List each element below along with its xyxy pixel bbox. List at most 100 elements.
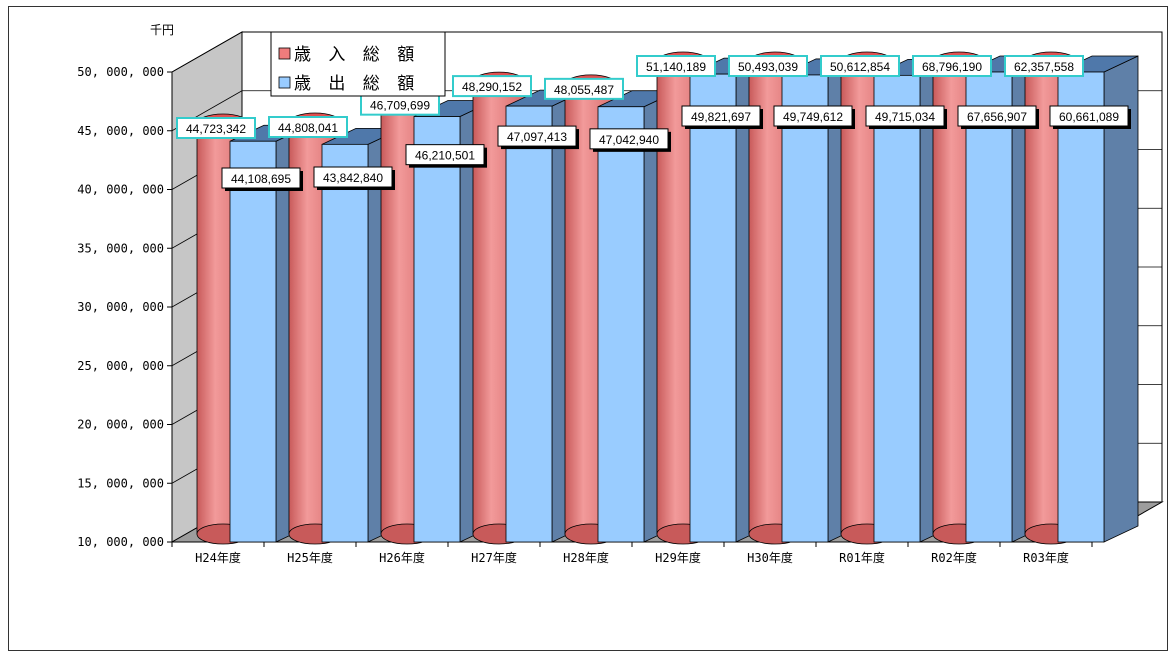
unit-label: 千円 — [150, 23, 174, 37]
data-label-expenditure: 67,656,907 — [957, 105, 1039, 129]
data-label-revenue-text: 50,493,039 — [738, 60, 798, 74]
data-label-revenue-box — [912, 55, 992, 77]
legend-swatch-revenue — [278, 47, 291, 60]
data-label-expenditure-box — [773, 105, 853, 127]
data-label-expenditure-text: 46,210,501 — [415, 149, 475, 163]
data-label-expenditure-text: 44,108,695 — [231, 172, 291, 186]
y-tick-label: 20, 000, 000 — [77, 418, 164, 432]
y-axis: 10, 000, 000 15, 000, 000 20, 000, 000 25, … — [77, 65, 173, 549]
y-tick-label: 15, 000, 000 — [77, 476, 164, 490]
data-label-expenditure: 43,842,840 — [313, 166, 395, 191]
bar-expenditure-front — [505, 105, 553, 543]
y-tick-label: 45, 000, 000 — [77, 124, 164, 138]
data-label-expenditure-text: 67,656,907 — [967, 110, 1027, 124]
data-label-revenue-box — [820, 55, 900, 77]
data-label-expenditure-box — [405, 144, 485, 166]
data-label-expenditure: 44,108,695 — [221, 167, 303, 192]
x-axis: H24年度 H25年度 H26年度 H27年度 H28年度 H29年度 H30年度 R01年度… — [171, 541, 1093, 565]
data-label-revenue: 48,055,487 — [544, 77, 624, 100]
x-tick-label: H25年度 — [287, 550, 333, 565]
data-label-expenditure-box — [1049, 105, 1129, 127]
data-label-revenue-box — [452, 75, 532, 98]
data-label-expenditure: 60,661,089 — [1049, 105, 1131, 129]
data-label-expenditure: 47,042,940 — [589, 128, 671, 152]
data-label-expenditure-text: 43,842,840 — [323, 171, 383, 185]
data-label-expenditure-text: 49,715,034 — [875, 110, 935, 124]
data-label-revenue-text: 48,055,487 — [554, 83, 614, 97]
data-label-revenue-text: 50,612,854 — [830, 60, 890, 74]
x-tick-label: H29年度 — [655, 550, 701, 565]
legend-label-revenue: 歳 入 総 額 — [294, 45, 420, 65]
bar-expenditure — [1057, 55, 1139, 543]
data-label-revenue-box — [268, 116, 348, 139]
legend-label-expenditure: 歳 出 総 額 — [294, 74, 420, 94]
y-tick-label: 10, 000, 000 — [77, 535, 164, 549]
data-label-revenue-box — [728, 55, 808, 77]
legend: 歳 入 総 額 歳 出 総 額 — [270, 31, 446, 97]
data-label-revenue-text: 48,290,152 — [462, 80, 522, 94]
y-tick-label: 35, 000, 000 — [77, 241, 164, 255]
data-label-expenditure-box — [313, 166, 393, 188]
x-tick-label: H28年度 — [563, 550, 609, 565]
data-label-expenditure-text: 47,042,940 — [599, 133, 659, 147]
data-label-revenue-box — [1004, 55, 1084, 77]
data-label-revenue-box — [636, 55, 716, 77]
data-label-revenue-text: 62,357,558 — [1014, 60, 1074, 74]
bar-expenditure-front — [413, 116, 461, 543]
data-label-expenditure-text: 49,821,697 — [691, 110, 751, 124]
y-tick-label: 50, 000, 000 — [77, 65, 164, 79]
data-label-revenue-text: 44,808,041 — [278, 121, 338, 135]
data-label-revenue-box — [176, 117, 256, 140]
data-label-revenue-box — [544, 77, 624, 100]
data-label-revenue: 44,723,342 — [176, 117, 256, 140]
data-label-revenue: 46,709,699 — [360, 93, 440, 116]
chart-canvas: 10, 000, 000 15, 000, 000 20, 000, 000 25, … — [77, 23, 1164, 565]
bar-expenditure-front — [229, 140, 277, 543]
data-labels: 44,723,342 44,108,695 44,808,041 43,842,840… — [176, 55, 1131, 192]
bar-expenditure-front — [689, 73, 737, 543]
x-tick-label: H30年度 — [747, 550, 793, 565]
bar-expenditure-front — [873, 74, 921, 543]
data-label-expenditure-box — [957, 105, 1037, 127]
data-label-expenditure: 49,821,697 — [681, 105, 763, 129]
legend-swatch-expenditure — [278, 76, 291, 89]
y-tick-label: 25, 000, 000 — [77, 359, 164, 373]
data-label-revenue-text: 44,723,342 — [186, 122, 246, 136]
data-label-expenditure-box — [681, 105, 761, 127]
bar-expenditure-front — [965, 71, 1013, 543]
bar-expenditure-front — [1057, 71, 1105, 543]
x-tick-label: R01年度 — [839, 550, 885, 565]
data-label-revenue: 68,796,190 — [912, 55, 992, 77]
data-label-revenue-text: 68,796,190 — [922, 60, 982, 74]
data-label-expenditure-box — [497, 125, 577, 147]
data-label-revenue: 62,357,558 — [1004, 55, 1084, 77]
y-tick-label: 30, 000, 000 — [77, 300, 164, 314]
x-tick-label: R03年度 — [1023, 550, 1069, 565]
data-label-expenditure: 49,715,034 — [865, 105, 947, 129]
data-label-expenditure: 46,210,501 — [405, 144, 487, 168]
data-label-revenue-text: 51,140,189 — [646, 60, 706, 74]
x-tick-label: H24年度 — [195, 550, 241, 565]
gridline-side — [171, 31, 243, 73]
bars — [196, 51, 1139, 545]
data-label-expenditure: 47,097,413 — [497, 125, 579, 150]
y-tick-label: 40, 000, 000 — [77, 183, 164, 197]
data-label-expenditure-text: 47,097,413 — [507, 130, 567, 144]
x-tick-label: R02年度 — [931, 550, 977, 565]
legend-box — [270, 31, 446, 97]
x-tick-label: H27年度 — [471, 550, 517, 565]
data-label-expenditure: 49,749,612 — [773, 105, 855, 129]
data-label-expenditure-box — [221, 167, 301, 189]
bar-expenditure-front — [781, 74, 829, 543]
data-label-revenue-text: 46,709,699 — [370, 99, 430, 113]
data-label-expenditure-box — [865, 105, 945, 127]
bar-expenditure-front — [597, 106, 645, 543]
data-label-revenue: 44,808,041 — [268, 116, 348, 139]
data-label-revenue: 51,140,189 — [636, 55, 716, 77]
bar-expenditure-front — [321, 143, 369, 543]
data-label-expenditure-text: 49,749,612 — [783, 110, 843, 124]
data-label-revenue: 48,290,152 — [452, 75, 532, 98]
data-label-expenditure-box — [589, 128, 669, 150]
data-label-revenue: 50,493,039 — [728, 55, 808, 77]
data-label-revenue: 50,612,854 — [820, 55, 900, 77]
